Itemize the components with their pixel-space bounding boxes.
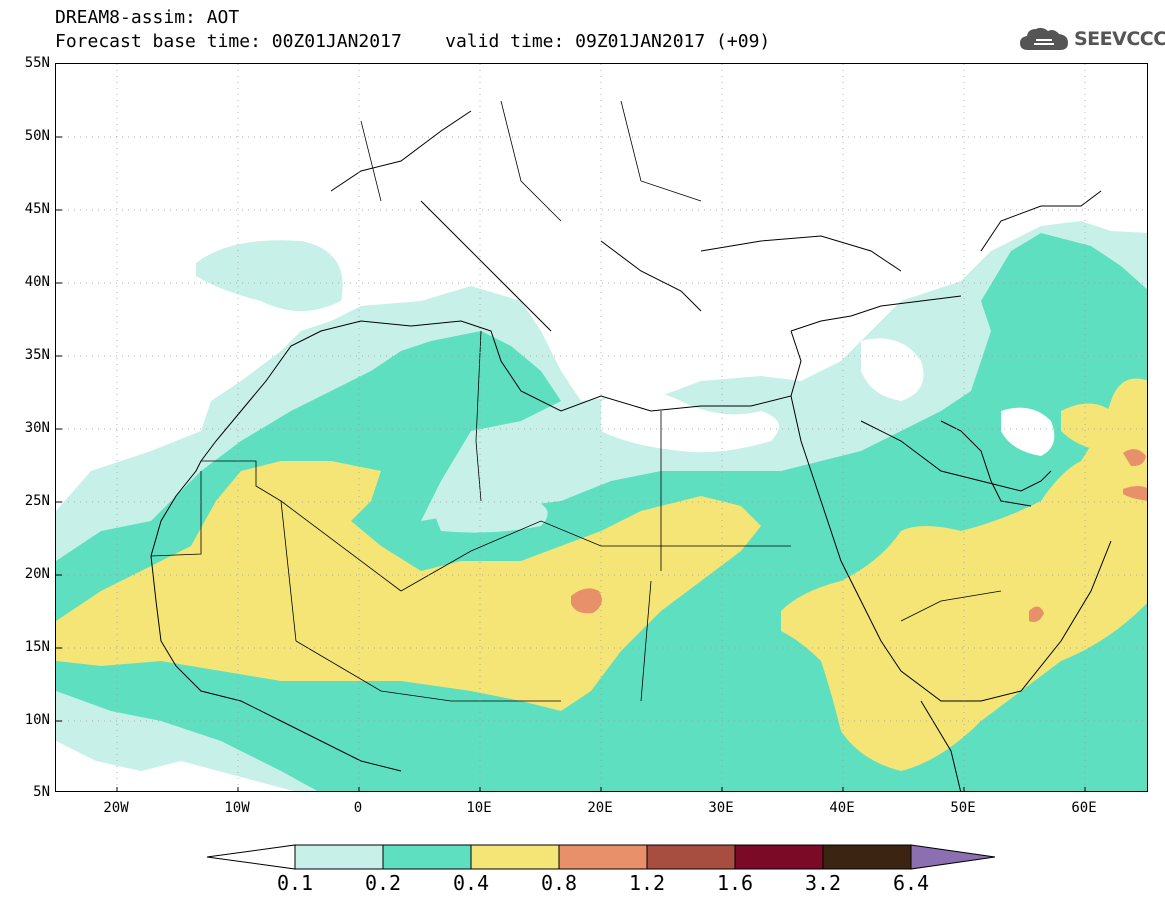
aot-contour-0.4-iran bbox=[1061, 403, 1115, 451]
lat-label: 5N bbox=[33, 784, 50, 800]
map-area bbox=[55, 63, 1148, 792]
colorbar-label: 6.4 bbox=[892, 871, 930, 895]
lon-label: 20E bbox=[587, 800, 613, 816]
aot-map bbox=[56, 64, 1147, 791]
colorbar-swatch-2 bbox=[382, 844, 472, 870]
lat-label: 45N bbox=[24, 201, 50, 217]
aot-contour-0.4 bbox=[56, 461, 761, 711]
aot-contour-0.1-north bbox=[196, 240, 343, 311]
cloud-icon bbox=[1020, 27, 1068, 50]
aot-cyan-patch-sahara bbox=[431, 494, 548, 533]
lon-label: 0 bbox=[353, 800, 363, 816]
coastlines bbox=[150, 110, 1112, 791]
colorbar-below-triangle bbox=[206, 844, 296, 870]
colorbar-label: 0.1 bbox=[276, 871, 314, 895]
aot-white-patch-2 bbox=[861, 338, 924, 401]
lon-label: 30E bbox=[708, 800, 734, 816]
colorbar-label: 1.2 bbox=[628, 871, 666, 895]
colorbar-swatch-6 bbox=[734, 844, 824, 870]
colorbar bbox=[206, 844, 996, 870]
colorbar-swatch-5 bbox=[646, 844, 736, 870]
lat-label: 35N bbox=[24, 347, 50, 363]
lon-label: 60E bbox=[1071, 800, 1097, 816]
aot-contour-0.8-chad bbox=[571, 588, 602, 614]
forecast-time-line: Forecast base time: 00Z01JAN2017 valid t… bbox=[55, 31, 771, 52]
lat-label: 50N bbox=[24, 128, 50, 144]
aot-white-patch-1 bbox=[601, 391, 779, 453]
colorbar-label: 3.2 bbox=[804, 871, 842, 895]
aot-contour-0.8-iran bbox=[1123, 449, 1146, 467]
colorbar-label: 0.8 bbox=[540, 871, 578, 895]
lon-label: 20W bbox=[103, 800, 129, 816]
lat-label: 15N bbox=[24, 639, 50, 655]
colorbar-swatch-3 bbox=[470, 844, 560, 870]
lat-label: 10N bbox=[24, 712, 50, 728]
colorbar-above-triangle bbox=[910, 844, 996, 870]
colorbar-label: 0.2 bbox=[364, 871, 402, 895]
logo-text: SEEVCCC bbox=[1074, 28, 1165, 50]
lon-label: 10W bbox=[224, 800, 250, 816]
aot-contour-0.8-yemen bbox=[1029, 606, 1044, 622]
lat-label: 30N bbox=[24, 420, 50, 436]
graticule bbox=[56, 64, 1147, 791]
lat-label: 40N bbox=[24, 274, 50, 290]
colorbar-swatch-1 bbox=[294, 844, 384, 870]
aot-white-patch-3 bbox=[1001, 407, 1055, 456]
lat-label: 55N bbox=[24, 55, 50, 71]
axis-ticks bbox=[56, 136, 1086, 791]
colorbar-label: 0.4 bbox=[452, 871, 490, 895]
aot-contour-0.8-pakistan bbox=[1123, 486, 1147, 501]
lon-label: 50E bbox=[950, 800, 976, 816]
chart-title: DREAM8-assim: AOT bbox=[55, 7, 240, 28]
lat-label: 20N bbox=[24, 566, 50, 582]
lat-label: 25N bbox=[24, 493, 50, 509]
colorbar-label: 1.6 bbox=[716, 871, 754, 895]
lon-label: 10E bbox=[466, 800, 492, 816]
colorbar-swatch-7 bbox=[822, 844, 912, 870]
colorbar-swatch-4 bbox=[558, 844, 648, 870]
lon-label: 40E bbox=[829, 800, 855, 816]
seevccc-logo: SEEVCCC bbox=[1018, 24, 1165, 54]
